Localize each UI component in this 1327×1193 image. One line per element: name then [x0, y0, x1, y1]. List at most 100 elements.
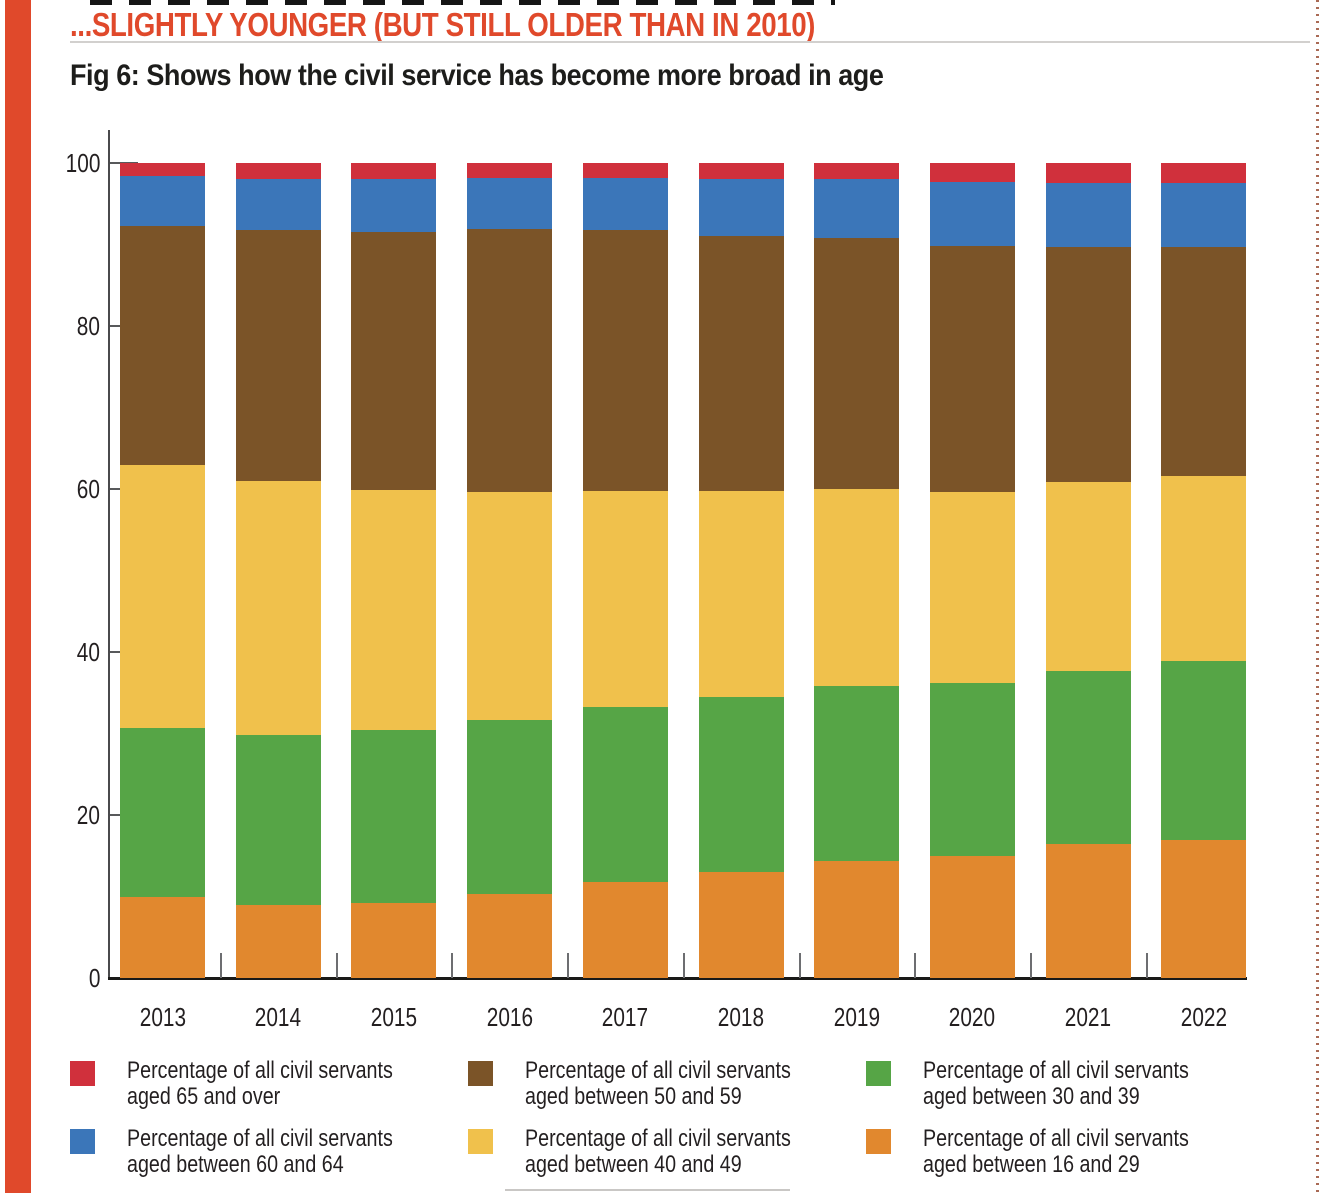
legend-swatch-blue: [70, 1129, 95, 1154]
bar-2015: [351, 163, 437, 978]
x-axis-label-text: 2015: [370, 1002, 418, 1032]
bar-segment-blue: [120, 176, 205, 226]
figure-caption: Fig 6: Shows how the civil service has b…: [70, 59, 974, 93]
bar-segment-brown: [120, 225, 205, 466]
bar-segment-orange: [698, 872, 784, 978]
x-axis-label: 2020: [914, 1004, 1031, 1030]
bar-segment-red: [1045, 163, 1131, 183]
y-axis-label: 80: [38, 313, 100, 339]
bar-segment-red: [582, 163, 668, 178]
y-axis-label: 60: [38, 476, 100, 502]
bar-segment-red: [235, 163, 321, 179]
bottom-section-rule: [505, 1189, 790, 1191]
bar-segment-yellow: [814, 489, 900, 687]
bar-segment-green: [582, 706, 668, 882]
bar-2016: [467, 163, 553, 978]
bar-segment-brown: [467, 229, 553, 493]
bar-segment-brown: [582, 229, 668, 492]
legend-label-line1: Percentage of all civil servants: [923, 1125, 1189, 1152]
bar-segment-yellow: [1161, 475, 1247, 661]
x-axis-label: 2013: [104, 1004, 221, 1030]
bar-segment-yellow: [235, 480, 321, 736]
bar-segment-green: [351, 730, 437, 904]
bar-segment-green: [814, 686, 900, 862]
bar-segment-yellow: [929, 492, 1015, 683]
bar-segment-green: [1161, 660, 1247, 841]
bar-2021: [1045, 163, 1131, 978]
bar-segment-green: [235, 735, 321, 905]
legend-label-line2: aged between 40 and 49: [525, 1151, 742, 1178]
bar-segment-yellow: [698, 491, 784, 697]
x-axis-label-text: 2021: [1064, 1002, 1112, 1032]
bar-segment-orange: [467, 894, 553, 978]
bar-segment-brown: [351, 231, 437, 490]
left-accent-band: [5, 0, 31, 1193]
y-axis-label: 100: [38, 150, 100, 176]
bar-segment-orange: [929, 855, 1015, 978]
bar-segment-green: [120, 727, 205, 897]
y-axis-label-text: 80: [76, 311, 100, 341]
x-axis-tick: [914, 953, 917, 978]
bar-segment-orange: [120, 896, 205, 978]
bar-2020: [929, 163, 1015, 978]
x-axis-label: 2014: [220, 1004, 337, 1030]
bar-2017: [582, 163, 668, 978]
section-headline: ...SLIGHTLY YOUNGER (BUT STILL OLDER THA…: [70, 6, 957, 44]
x-axis-label: 2018: [683, 1004, 800, 1030]
legend-label-line1: Percentage of all civil servants: [923, 1057, 1189, 1084]
bar-segment-brown: [1045, 246, 1131, 482]
bar-segment-red: [929, 163, 1015, 182]
section-headline-text: ...SLIGHTLY YOUNGER (BUT STILL OLDER THA…: [70, 6, 816, 43]
bar-segment-brown: [814, 238, 900, 490]
legend-label-line2: aged 65 and over: [127, 1083, 281, 1110]
bar-segment-green: [1045, 670, 1131, 845]
y-axis-label-text: 20: [76, 800, 100, 830]
bar-segment-orange: [235, 904, 321, 978]
y-axis-label: 0: [38, 965, 100, 991]
y-axis-line: [108, 130, 110, 980]
bar-segment-brown: [1161, 246, 1247, 476]
legend-label-line1: Percentage of all civil servants: [525, 1125, 791, 1152]
y-axis-tick: [110, 162, 138, 164]
legend-label-line1: Percentage of all civil servants: [127, 1057, 393, 1084]
legend-swatch-green: [866, 1061, 891, 1086]
y-axis-label: 40: [38, 639, 100, 665]
bar-segment-yellow: [351, 489, 437, 731]
y-axis-label-text: 0: [88, 963, 100, 993]
cropped-headline-fragment: [90, 0, 835, 5]
headline-underline: [70, 41, 1310, 43]
bar-segment-green: [929, 682, 1015, 856]
bar-segment-red: [1161, 163, 1247, 183]
x-axis-label: 2022: [1145, 1004, 1262, 1030]
bar-2018: [698, 163, 784, 978]
x-axis-label: 2015: [335, 1004, 452, 1030]
bar-segment-brown: [929, 246, 1015, 493]
bar-segment-orange: [814, 861, 900, 978]
bar-segment-green: [467, 720, 553, 895]
bar-segment-orange: [1161, 840, 1247, 978]
bar-segment-yellow: [1045, 481, 1131, 671]
y-axis-label-text: 60: [76, 474, 100, 504]
figure-caption-text: Fig 6: Shows how the civil service has b…: [70, 59, 884, 92]
bar-segment-yellow: [467, 492, 553, 721]
legend-label-line2: aged between 60 and 64: [127, 1151, 344, 1178]
bar-segment-brown: [235, 229, 321, 481]
legend-label: Percentage of all civil servants aged 65 …: [127, 1058, 451, 1110]
bar-segment-red: [698, 163, 784, 180]
legend-label-line1: Percentage of all civil servants: [525, 1057, 791, 1084]
x-axis-label-text: 2013: [139, 1002, 186, 1032]
x-axis-tick: [567, 953, 570, 978]
x-axis-tick: [335, 953, 338, 978]
x-axis-label: 2016: [451, 1004, 568, 1030]
bar-segment-red: [351, 163, 437, 180]
x-axis-label-text: 2014: [255, 1002, 302, 1032]
x-axis-line: [108, 977, 1247, 980]
x-axis-label-text: 2016: [486, 1002, 533, 1032]
legend-swatch-brown: [468, 1061, 493, 1086]
legend-label-line1: Percentage of all civil servants: [127, 1125, 393, 1152]
bar-2014: [235, 163, 321, 978]
bar-segment-blue: [698, 179, 784, 236]
x-axis-label: 2019: [798, 1004, 915, 1030]
bar-2019: [814, 163, 900, 978]
